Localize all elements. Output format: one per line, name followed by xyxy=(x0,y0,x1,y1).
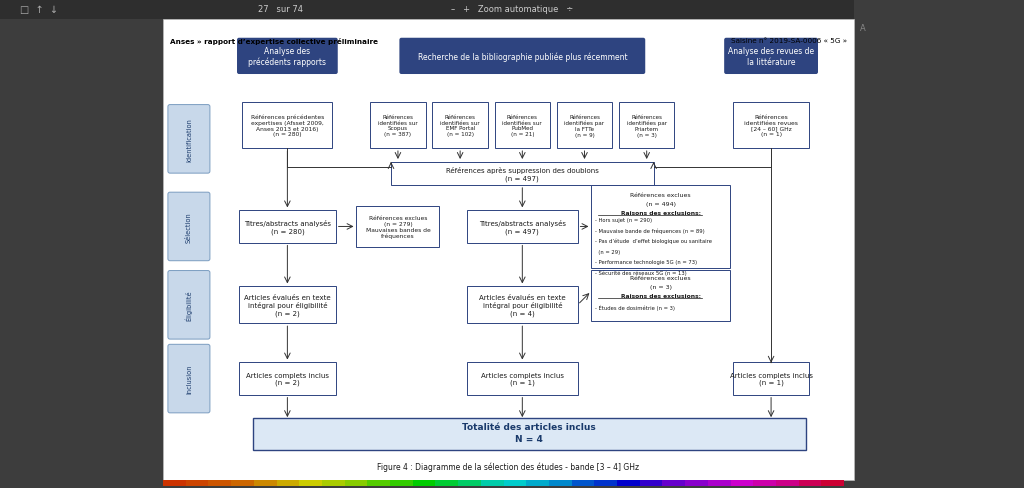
Bar xyxy=(708,480,730,486)
Bar xyxy=(276,480,299,486)
Bar xyxy=(730,480,754,486)
Text: Figure 4 : Diagramme de la sélection des études - bande [3 – 4] GHz: Figure 4 : Diagramme de la sélection des… xyxy=(378,462,640,471)
Text: Éligibilité: Éligibilité xyxy=(185,290,193,321)
Bar xyxy=(821,480,844,486)
Text: Analyse des
précédents rapports: Analyse des précédents rapports xyxy=(249,47,327,67)
Bar xyxy=(640,480,663,486)
Text: Sélection: Sélection xyxy=(186,212,191,243)
Bar xyxy=(185,480,209,486)
Text: Références
identifiées sur
PubMed
(n = 21): Références identifiées sur PubMed (n = 2… xyxy=(503,115,542,137)
Text: (n = 494): (n = 494) xyxy=(645,202,676,206)
Bar xyxy=(356,206,439,248)
Bar xyxy=(391,163,653,185)
Text: Recherche de la bibliographie publiée plus récemment: Recherche de la bibliographie publiée pl… xyxy=(418,52,627,61)
Bar xyxy=(557,103,612,149)
Text: Articles complets inclus
(n = 1): Articles complets inclus (n = 1) xyxy=(729,372,813,386)
Text: Raisons des exclusions:: Raisons des exclusions: xyxy=(621,293,700,299)
Bar xyxy=(299,480,322,486)
Text: Articles évalués en texte
intégral pour éligibilité
(n = 2): Articles évalués en texte intégral pour … xyxy=(244,294,331,316)
Text: –   +   Zoom automatique   ÷: – + Zoom automatique ÷ xyxy=(451,5,573,15)
Text: □  ↑  ↓: □ ↑ ↓ xyxy=(20,5,58,15)
Bar xyxy=(854,0,1024,488)
Bar xyxy=(495,103,550,149)
Bar xyxy=(390,480,413,486)
Text: Articles complets inclus
(n = 1): Articles complets inclus (n = 1) xyxy=(481,372,564,386)
Bar xyxy=(526,480,549,486)
Text: Articles complets inclus
(n = 2): Articles complets inclus (n = 2) xyxy=(246,372,329,386)
Text: - Hors sujet (n = 290): - Hors sujet (n = 290) xyxy=(595,218,652,223)
Bar xyxy=(620,103,675,149)
Text: Titres/abstracts analysés
(n = 497): Titres/abstracts analysés (n = 497) xyxy=(479,220,566,234)
Bar xyxy=(254,480,276,486)
Bar xyxy=(163,20,854,480)
FancyBboxPatch shape xyxy=(168,105,210,174)
Text: Références exclues: Références exclues xyxy=(630,275,691,280)
Bar xyxy=(239,287,336,324)
Text: (n = 3): (n = 3) xyxy=(649,285,672,289)
Text: - Mauvaise bande de fréquences (n = 89): - Mauvaise bande de fréquences (n = 89) xyxy=(595,228,705,233)
Bar xyxy=(239,211,336,243)
Text: Références
identifiées sur
EMF Portal
(n = 102): Références identifiées sur EMF Portal (n… xyxy=(440,115,480,137)
Text: Références
identifiées par
Priartem
(n = 3): Références identifiées par Priartem (n =… xyxy=(627,114,667,137)
Bar xyxy=(0,20,163,488)
Text: - Performance technologie 5G (n = 73): - Performance technologie 5G (n = 73) xyxy=(595,260,697,265)
Text: Titres/abstracts analysés
(n = 280): Titres/abstracts analysés (n = 280) xyxy=(244,220,331,234)
Bar xyxy=(243,103,333,149)
FancyBboxPatch shape xyxy=(724,39,818,75)
Bar xyxy=(163,480,185,486)
Text: (n = 29): (n = 29) xyxy=(595,249,621,254)
Bar xyxy=(594,480,617,486)
Bar xyxy=(617,480,640,486)
Bar xyxy=(571,480,594,486)
Bar xyxy=(432,103,487,149)
Bar xyxy=(209,480,231,486)
Bar xyxy=(592,271,730,321)
Text: Références précédentes
expertises (Afsset 2009,
Anses 2013 et 2016)
(n = 280): Références précédentes expertises (Afsse… xyxy=(251,114,324,137)
Text: Références après suppression des doublons
(n = 497): Références après suppression des doublon… xyxy=(445,167,599,182)
Text: 27   sur 74: 27 sur 74 xyxy=(257,5,302,15)
Bar xyxy=(435,480,458,486)
FancyBboxPatch shape xyxy=(237,39,338,75)
Text: Inclusion: Inclusion xyxy=(186,364,191,393)
FancyBboxPatch shape xyxy=(399,39,645,75)
Text: Saisine n° 2019-SA-0006 « 5G »: Saisine n° 2019-SA-0006 « 5G » xyxy=(731,39,847,44)
FancyBboxPatch shape xyxy=(168,193,210,261)
Bar xyxy=(799,480,821,486)
Text: Raisons des exclusions:: Raisons des exclusions: xyxy=(621,211,700,216)
Text: Totalité des articles inclus: Totalité des articles inclus xyxy=(463,423,596,431)
Text: Références
identifiées revues
[24 – 60] GHz
(n = 1): Références identifiées revues [24 – 60] … xyxy=(744,115,798,137)
Text: Analyse des revues de
la littérature: Analyse des revues de la littérature xyxy=(728,47,814,66)
FancyBboxPatch shape xyxy=(168,345,210,413)
Text: Articles évalués en texte
intégral pour éligibilité
(n = 4): Articles évalués en texte intégral pour … xyxy=(479,294,565,316)
Bar xyxy=(322,480,345,486)
Text: Références
identifiées par
la FTTe
(n = 9): Références identifiées par la FTTe (n = … xyxy=(564,114,604,137)
Text: Références exclues: Références exclues xyxy=(630,192,691,197)
Bar xyxy=(663,480,685,486)
Bar xyxy=(733,103,809,149)
Bar xyxy=(467,363,578,395)
Text: - Études de dosimétrie (n = 3): - Études de dosimétrie (n = 3) xyxy=(595,305,675,310)
Bar xyxy=(413,480,435,486)
Bar xyxy=(253,418,806,450)
Bar xyxy=(345,480,368,486)
Bar xyxy=(685,480,708,486)
FancyBboxPatch shape xyxy=(168,271,210,339)
Text: Identification: Identification xyxy=(186,118,191,162)
Bar xyxy=(733,363,809,395)
Bar xyxy=(458,480,481,486)
Text: N = 4: N = 4 xyxy=(515,434,543,443)
Bar xyxy=(231,480,254,486)
Bar xyxy=(0,0,1024,20)
Text: - Pas d’étude  d’effet biologique ou sanitaire: - Pas d’étude d’effet biologique ou sani… xyxy=(595,239,712,244)
Bar xyxy=(467,211,578,243)
Bar xyxy=(549,480,571,486)
Bar xyxy=(776,480,799,486)
Bar xyxy=(371,103,426,149)
Bar xyxy=(504,480,526,486)
Text: A: A xyxy=(860,24,865,34)
Text: Références exclues
(n = 279)
Mauvaises bandes de
fréquences: Références exclues (n = 279) Mauvaises b… xyxy=(366,216,430,239)
Text: - Sécurité des réseaux 5G (n = 13): - Sécurité des réseaux 5G (n = 13) xyxy=(595,270,687,276)
Bar xyxy=(481,480,504,486)
Bar xyxy=(239,363,336,395)
Text: Anses » rapport d’expertise collective préliminaire: Anses » rapport d’expertise collective p… xyxy=(170,39,378,45)
